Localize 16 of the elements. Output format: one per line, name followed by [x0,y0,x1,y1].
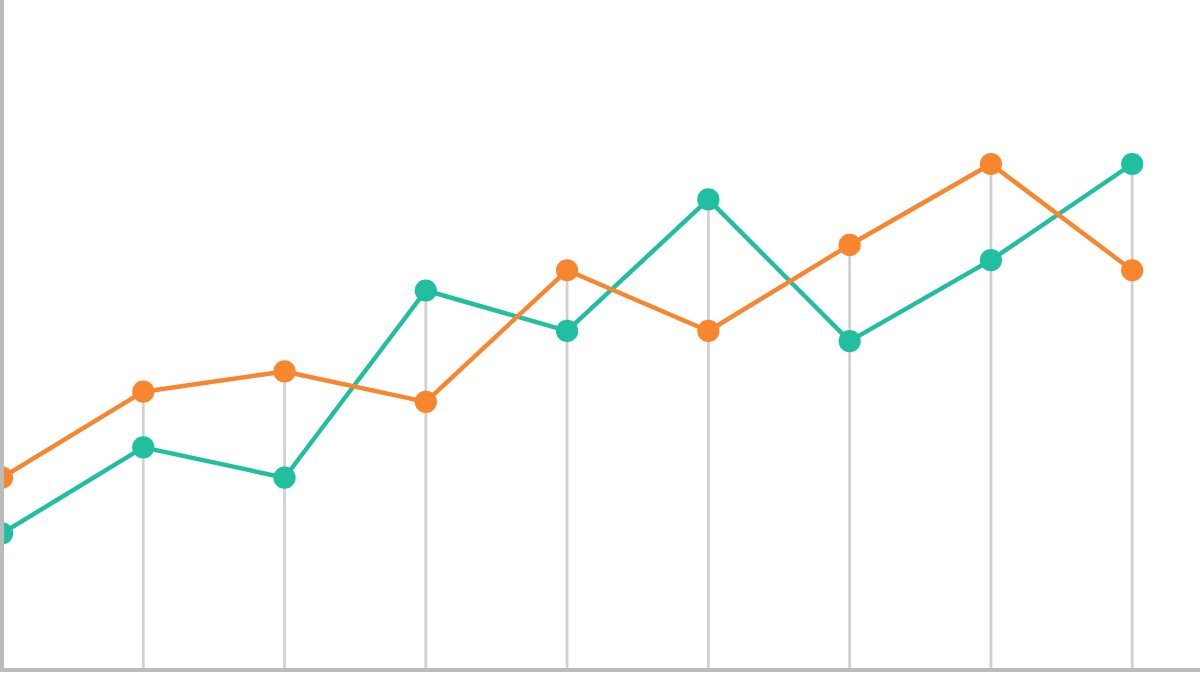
point [414,279,437,302]
point [838,329,861,353]
point [697,188,720,211]
point [555,319,579,343]
point [1121,152,1144,176]
point [697,319,720,343]
point [132,380,155,403]
point [273,360,296,383]
point [979,152,1003,176]
point [132,436,155,459]
point [1121,259,1144,282]
point [555,259,579,282]
point [979,249,1003,272]
point [838,233,861,257]
point [414,390,437,413]
point [273,466,296,489]
